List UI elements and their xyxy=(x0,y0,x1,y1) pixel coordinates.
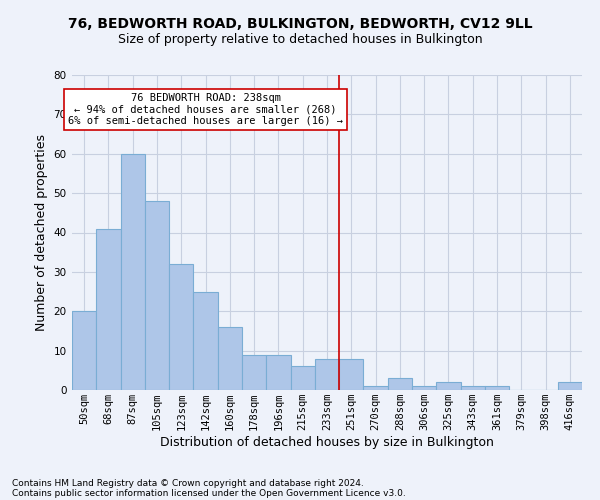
Bar xyxy=(193,292,218,390)
Text: 76, BEDWORTH ROAD, BULKINGTON, BEDWORTH, CV12 9LL: 76, BEDWORTH ROAD, BULKINGTON, BEDWORTH,… xyxy=(68,18,532,32)
Bar xyxy=(169,264,193,390)
Bar xyxy=(145,201,169,390)
Bar xyxy=(290,366,315,390)
Bar xyxy=(388,378,412,390)
X-axis label: Distribution of detached houses by size in Bulkington: Distribution of detached houses by size … xyxy=(160,436,494,449)
Bar xyxy=(72,311,96,390)
Bar xyxy=(121,154,145,390)
Text: 76 BEDWORTH ROAD: 238sqm
← 94% of detached houses are smaller (268)
6% of semi-d: 76 BEDWORTH ROAD: 238sqm ← 94% of detach… xyxy=(68,92,343,126)
Bar xyxy=(412,386,436,390)
Bar xyxy=(315,358,339,390)
Bar xyxy=(218,327,242,390)
Bar xyxy=(242,354,266,390)
Text: Contains HM Land Registry data © Crown copyright and database right 2024.: Contains HM Land Registry data © Crown c… xyxy=(12,478,364,488)
Bar xyxy=(461,386,485,390)
Y-axis label: Number of detached properties: Number of detached properties xyxy=(35,134,48,331)
Bar xyxy=(436,382,461,390)
Bar xyxy=(96,228,121,390)
Bar xyxy=(266,354,290,390)
Bar xyxy=(364,386,388,390)
Bar xyxy=(339,358,364,390)
Text: Size of property relative to detached houses in Bulkington: Size of property relative to detached ho… xyxy=(118,34,482,46)
Bar xyxy=(485,386,509,390)
Text: Contains public sector information licensed under the Open Government Licence v3: Contains public sector information licen… xyxy=(12,488,406,498)
Bar xyxy=(558,382,582,390)
